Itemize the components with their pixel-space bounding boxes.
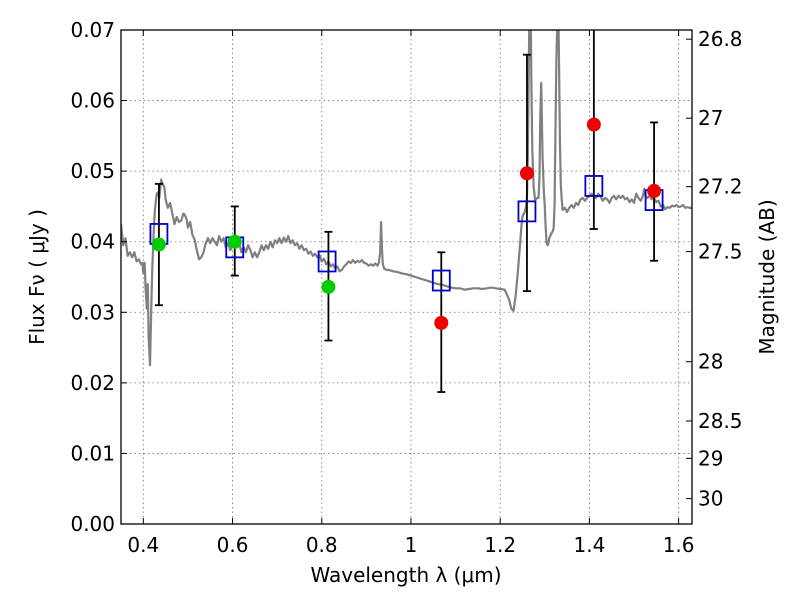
y-axis-left-label: Flux Fν ( μJy ) [25,209,49,345]
x-tick-label: 1.2 [484,533,516,557]
spectrum-line [121,30,692,367]
y-tick-label: 0.00 [70,512,115,536]
y-tick-label: 0.07 [70,18,115,42]
y-right-tick-label: 28.5 [698,409,743,433]
y-tick-label: 0.01 [70,441,115,465]
observed-photometry-point [519,166,534,181]
y-right-tick-label: 28 [698,350,723,374]
model-photometry-point [584,175,604,197]
observed-photometry-point [151,237,166,252]
errorbar-layer [154,30,659,393]
model-photometry-point [431,269,451,292]
y-tick-label: 0.06 [70,89,115,113]
y-axis-right-label: Magnitude (AB) [755,199,779,354]
plot-frame [120,29,693,525]
x-axis-label: Wavelength λ (μm) [310,563,501,587]
y-tick-label: 0.04 [70,230,115,254]
y-right-tick-label: 27 [698,106,723,130]
y-right-tick-label: 30 [698,487,723,511]
observed-photometry-point [434,315,449,330]
x-tick-labels: 0.4 0.6 0.8 1 1.2 1.4 1.6 [127,533,694,557]
x-tick-label: 1.6 [663,533,695,557]
observed-photometry-point [321,279,336,294]
x-tick-label: 0.8 [306,533,338,557]
grid [121,29,692,525]
y-right-tick-label: 27.5 [698,240,743,264]
observed-photometry-layer [151,117,662,330]
y-tick-label: 0.03 [70,300,115,324]
model-photometry-point [317,250,337,273]
x-tick-label: 0.6 [217,533,249,557]
observed-photometry-point [227,234,242,249]
y-tick-label: 0.02 [70,371,115,395]
y-tick-label: 0.05 [70,159,115,183]
x-tick-label: 1.4 [573,533,605,557]
x-tick-label: 0.4 [127,533,159,557]
observed-photometry-point [586,117,601,132]
y-right-tick-label: 26.8 [698,27,743,51]
y-right-tick-label: 29 [698,446,723,470]
ticks [121,29,692,525]
y-left-tick-labels: 0.00 0.01 0.02 0.03 0.04 0.05 0.06 0.07 [70,18,115,536]
model-photometry-point [517,200,537,223]
y-right-tick-label: 27.2 [698,175,743,199]
x-tick-label: 1 [405,533,418,557]
observed-photometry-point [647,183,662,198]
spectrum-layer [121,30,692,367]
y-right-tick-labels: 26.8 27 27.2 27.5 28 28.5 29 30 [698,27,743,510]
